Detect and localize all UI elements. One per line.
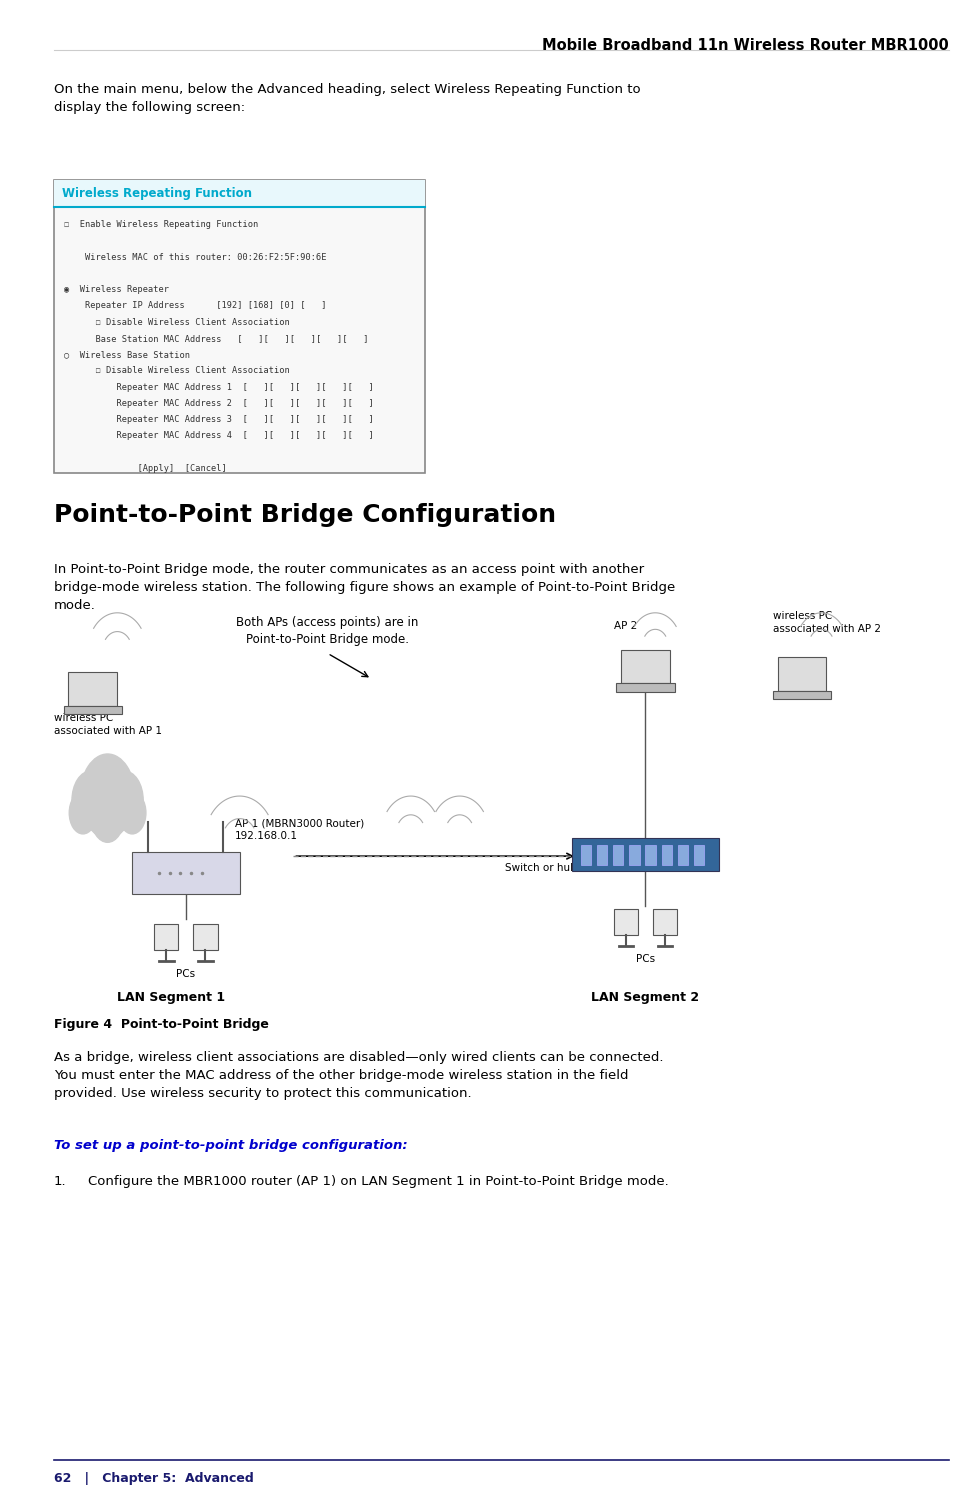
Text: ☐ Disable Wireless Client Association: ☐ Disable Wireless Client Association: [64, 366, 289, 376]
Text: LAN Segment 2: LAN Segment 2: [591, 991, 699, 1005]
Text: Both APs (access points) are in
Point-to-Point Bridge mode.: Both APs (access points) are in Point-to…: [236, 616, 418, 646]
Bar: [629, 844, 639, 865]
Circle shape: [80, 754, 135, 838]
Bar: [192, 924, 217, 949]
Text: LAN Segment 1: LAN Segment 1: [117, 991, 225, 1005]
Circle shape: [91, 792, 124, 843]
Text: On the main menu, below the Advanced heading, select Wireless Repeating Function: On the main menu, below the Advanced hea…: [54, 83, 640, 114]
Bar: [580, 844, 590, 865]
Bar: [68, 673, 117, 706]
Bar: [616, 683, 674, 692]
Text: Switch or hub: Switch or hub: [505, 864, 576, 873]
Text: ◉  Wireless Repeater: ◉ Wireless Repeater: [64, 285, 168, 294]
Text: AP 2: AP 2: [614, 620, 637, 631]
Text: Repeater IP Address      [192] [168] [0] [   ]: Repeater IP Address [192] [168] [0] [ ]: [64, 302, 325, 311]
Bar: [132, 852, 239, 894]
Text: Repeater MAC Address 3  [   ][   ][   ][   ][   ]: Repeater MAC Address 3 [ ][ ][ ][ ][ ]: [64, 415, 373, 424]
Text: 1.: 1.: [54, 1175, 66, 1188]
Text: Point-to-Point Bridge Configuration: Point-to-Point Bridge Configuration: [54, 503, 555, 527]
Text: Wireless MAC of this router: 00:26:F2:5F:90:6E: Wireless MAC of this router: 00:26:F2:5F…: [64, 252, 325, 261]
Text: Repeater MAC Address 1  [   ][   ][   ][   ][   ]: Repeater MAC Address 1 [ ][ ][ ][ ][ ]: [64, 383, 373, 392]
Bar: [777, 658, 826, 691]
Bar: [54, 180, 425, 207]
Text: ☐  Enable Wireless Repeating Function: ☐ Enable Wireless Repeating Function: [64, 221, 258, 230]
Bar: [154, 924, 178, 949]
Text: Mobile Broadband 11n Wireless Router MBR1000: Mobile Broadband 11n Wireless Router MBR…: [541, 38, 948, 53]
Circle shape: [69, 792, 97, 834]
Text: Repeater MAC Address 2  [   ][   ][   ][   ][   ]: Repeater MAC Address 2 [ ][ ][ ][ ][ ]: [64, 400, 373, 409]
FancyBboxPatch shape: [54, 180, 425, 473]
Bar: [620, 650, 669, 683]
Bar: [614, 909, 638, 934]
Bar: [64, 706, 122, 715]
Bar: [645, 844, 656, 865]
Bar: [677, 844, 688, 865]
Text: To set up a point-to-point bridge configuration:: To set up a point-to-point bridge config…: [54, 1139, 407, 1152]
Bar: [613, 844, 623, 865]
Text: wireless PC
associated with AP 2: wireless PC associated with AP 2: [772, 611, 879, 634]
Text: ☐ Disable Wireless Client Association: ☐ Disable Wireless Client Association: [64, 318, 289, 327]
Bar: [596, 844, 607, 865]
Circle shape: [118, 792, 146, 834]
Text: Base Station MAC Address   [   ][   ][   ][   ][   ]: Base Station MAC Address [ ][ ][ ][ ][ ]: [64, 333, 367, 342]
Text: In Point-to-Point Bridge mode, the router communicates as an access point with a: In Point-to-Point Bridge mode, the route…: [54, 563, 674, 613]
Text: ○  Wireless Base Station: ○ Wireless Base Station: [64, 350, 190, 359]
Bar: [653, 909, 677, 934]
Bar: [694, 844, 703, 865]
Circle shape: [72, 771, 110, 829]
Bar: [661, 844, 671, 865]
Text: PCs: PCs: [635, 954, 655, 964]
Text: As a bridge, wireless client associations are disabled—only wired clients can be: As a bridge, wireless client association…: [54, 1051, 662, 1101]
Bar: [772, 691, 830, 700]
Text: Configure the MBR1000 router (AP 1) on LAN Segment 1 in Point-to-Point Bridge mo: Configure the MBR1000 router (AP 1) on L…: [88, 1175, 668, 1188]
Text: 62   |   Chapter 5:  Advanced: 62 | Chapter 5: Advanced: [54, 1472, 253, 1485]
Circle shape: [105, 771, 143, 829]
Text: Repeater MAC Address 4  [   ][   ][   ][   ][   ]: Repeater MAC Address 4 [ ][ ][ ][ ][ ]: [64, 431, 373, 440]
Text: PCs: PCs: [176, 969, 195, 979]
Text: AP 1 (MBRN3000 Router)
192.168.0.1: AP 1 (MBRN3000 Router) 192.168.0.1: [234, 819, 363, 841]
Text: wireless PC
associated with AP 1: wireless PC associated with AP 1: [54, 713, 161, 736]
Text: Wireless Repeating Function: Wireless Repeating Function: [62, 188, 251, 200]
Text: [Apply]  [Cancel]: [Apply] [Cancel]: [64, 464, 226, 473]
Text: Figure 4  Point-to-Point Bridge: Figure 4 Point-to-Point Bridge: [54, 1018, 269, 1032]
Bar: [572, 838, 718, 871]
